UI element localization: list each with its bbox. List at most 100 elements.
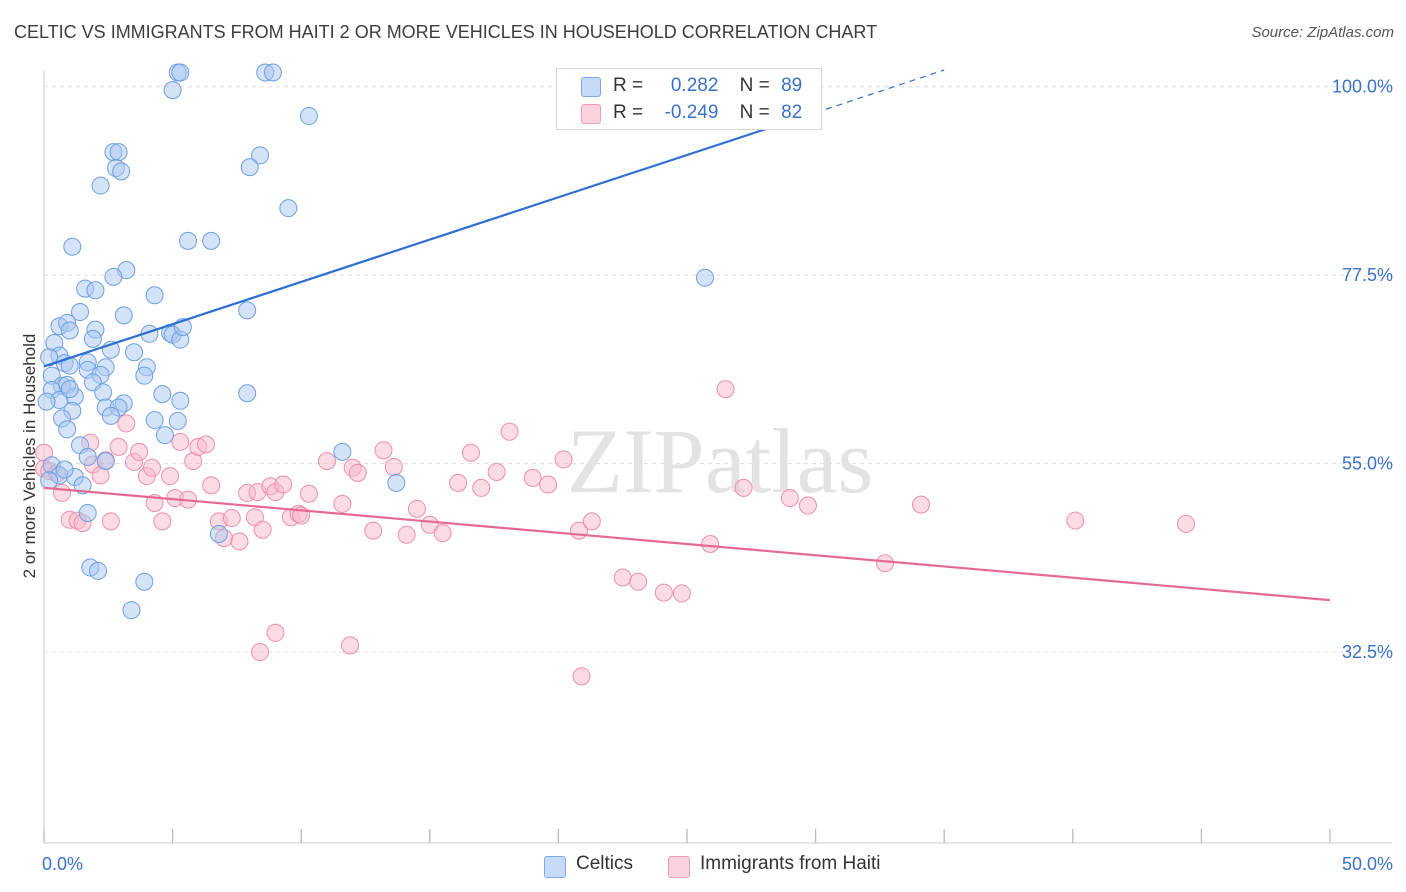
haiti-point: [654, 583, 673, 602]
celtic-point: [78, 504, 97, 523]
celtic-point: [163, 81, 182, 100]
haiti-point: [202, 476, 221, 495]
celtic-point: [96, 452, 115, 471]
haiti-point: [222, 509, 241, 528]
haiti-point: [1066, 511, 1085, 530]
haiti-point: [798, 496, 817, 515]
celtic-point: [179, 231, 198, 250]
haiti-point: [629, 572, 648, 591]
celtic-point: [58, 420, 77, 439]
haiti-point: [397, 525, 416, 544]
celtic-point: [94, 383, 113, 402]
haiti-point: [274, 475, 293, 494]
haiti-point: [734, 478, 753, 497]
celtic-point: [122, 601, 141, 620]
haiti-point: [672, 584, 691, 603]
celtic-point: [145, 286, 164, 305]
celtic-point: [387, 473, 406, 492]
celtic-point: [55, 460, 74, 479]
haiti-point: [143, 458, 162, 477]
celtic-point: [333, 442, 352, 461]
celtic-point: [37, 392, 56, 411]
haiti-point: [251, 643, 270, 662]
haiti-point: [153, 512, 172, 531]
haiti-point: [333, 494, 352, 513]
legend-n-value: 89: [781, 75, 803, 96]
haiti-point: [461, 443, 480, 462]
legend-swatch-celtics: [544, 856, 566, 878]
legend-n-value: 82: [781, 102, 803, 123]
legend-n-label: N =: [739, 102, 770, 123]
celtic-trend-line: [43, 111, 816, 368]
x-tick-label: 50.0%: [1342, 854, 1393, 874]
x-tick-label: 0.0%: [42, 854, 83, 874]
celtic-point: [86, 281, 105, 300]
haiti-point: [109, 437, 128, 456]
celtic-point: [171, 63, 190, 82]
celtic-trend-extension: [815, 69, 945, 114]
celtic-point: [171, 391, 190, 410]
haiti-point: [613, 568, 632, 587]
celtic-point: [238, 301, 257, 320]
watermark: ZIPatlas: [567, 410, 874, 512]
celtic-point: [299, 107, 318, 126]
source-label: Source: ZipAtlas.com: [1251, 24, 1394, 41]
celtic-point: [696, 268, 715, 287]
haiti-point: [780, 488, 799, 507]
haiti-point: [572, 667, 591, 686]
y-tick-label: 32.5%: [1342, 642, 1393, 662]
haiti-point: [912, 495, 931, 514]
celtic-point: [89, 561, 108, 580]
legend-r-value: -0.249: [664, 102, 719, 123]
haiti-point: [523, 468, 542, 487]
celtic-point: [238, 384, 257, 403]
celtic-point: [145, 411, 164, 430]
chart-title: CELTIC VS IMMIGRANTS FROM HAITI 2 OR MOR…: [14, 22, 878, 42]
haiti-point: [171, 432, 190, 451]
celtic-point: [112, 162, 131, 181]
legend-swatch-haiti: [581, 104, 601, 124]
haiti-point: [117, 414, 136, 433]
y-tick-label: 55.0%: [1342, 454, 1393, 474]
haiti-point: [266, 623, 285, 642]
haiti-point: [130, 442, 149, 461]
legend-swatch-haiti: [668, 856, 690, 878]
haiti-point: [554, 450, 573, 469]
haiti-points: [35, 380, 1195, 686]
celtic-point: [40, 471, 59, 490]
legend-stats-haiti: R = -0.249 N = 82: [613, 102, 802, 124]
celtic-point: [279, 199, 298, 218]
haiti-point: [539, 475, 558, 494]
haiti-point: [253, 520, 272, 539]
celtic-point: [155, 426, 174, 445]
legend-r-value: 0.282: [670, 75, 719, 96]
y-tick-label: 77.5%: [1342, 265, 1393, 285]
celtic-point: [240, 158, 259, 177]
haiti-point: [348, 463, 367, 482]
haiti-point: [161, 467, 180, 486]
legend-label-celtics: Celtics: [576, 853, 634, 874]
legend-n-label: N =: [739, 75, 770, 96]
celtic-point: [114, 306, 133, 325]
haiti-point: [433, 524, 452, 543]
celtic-point: [83, 329, 102, 348]
legend-r-label: R =: [613, 75, 644, 96]
celtic-point: [73, 476, 92, 495]
celtic-point: [202, 231, 221, 250]
haiti-point: [716, 380, 735, 399]
celtic-point: [209, 524, 228, 543]
celtic-point: [125, 343, 144, 362]
celtic-point: [91, 176, 110, 195]
celtic-point: [78, 447, 97, 466]
legend-swatch-celtics: [581, 77, 601, 97]
haiti-point: [487, 462, 506, 481]
haiti-point: [341, 636, 360, 655]
haiti-point: [582, 512, 601, 531]
celtic-point: [168, 411, 187, 430]
celtic-point: [135, 366, 154, 385]
haiti-point: [299, 484, 318, 503]
haiti-point: [230, 532, 249, 551]
haiti-point: [374, 441, 393, 460]
haiti-point: [472, 478, 491, 497]
